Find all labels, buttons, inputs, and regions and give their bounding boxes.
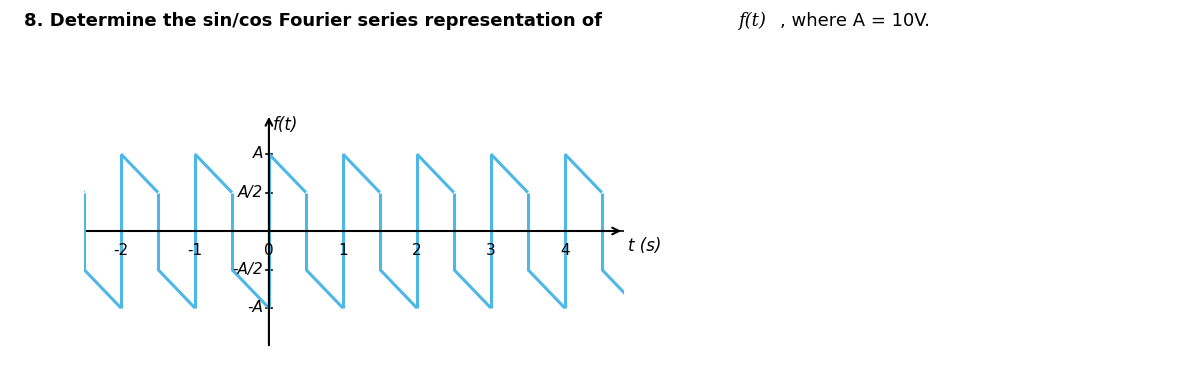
Text: 3: 3	[486, 243, 496, 258]
Text: 4: 4	[560, 243, 570, 258]
Text: f(t): f(t)	[738, 12, 766, 30]
Text: -A: -A	[247, 301, 263, 315]
Text: 0: 0	[264, 243, 274, 258]
Text: A/2: A/2	[238, 185, 263, 200]
Text: -2: -2	[114, 243, 128, 258]
Text: -1: -1	[187, 243, 203, 258]
Text: A: A	[253, 147, 263, 161]
Text: -A/2: -A/2	[233, 262, 263, 277]
Text: 2: 2	[412, 243, 421, 258]
Text: 1: 1	[338, 243, 348, 258]
Text: 8. Determine the sin/cos Fourier series representation of: 8. Determine the sin/cos Fourier series …	[24, 12, 608, 30]
Text: f(t): f(t)	[274, 116, 299, 134]
Text: t (s): t (s)	[628, 237, 661, 255]
Text: , where A = 10V.: , where A = 10V.	[780, 12, 930, 30]
